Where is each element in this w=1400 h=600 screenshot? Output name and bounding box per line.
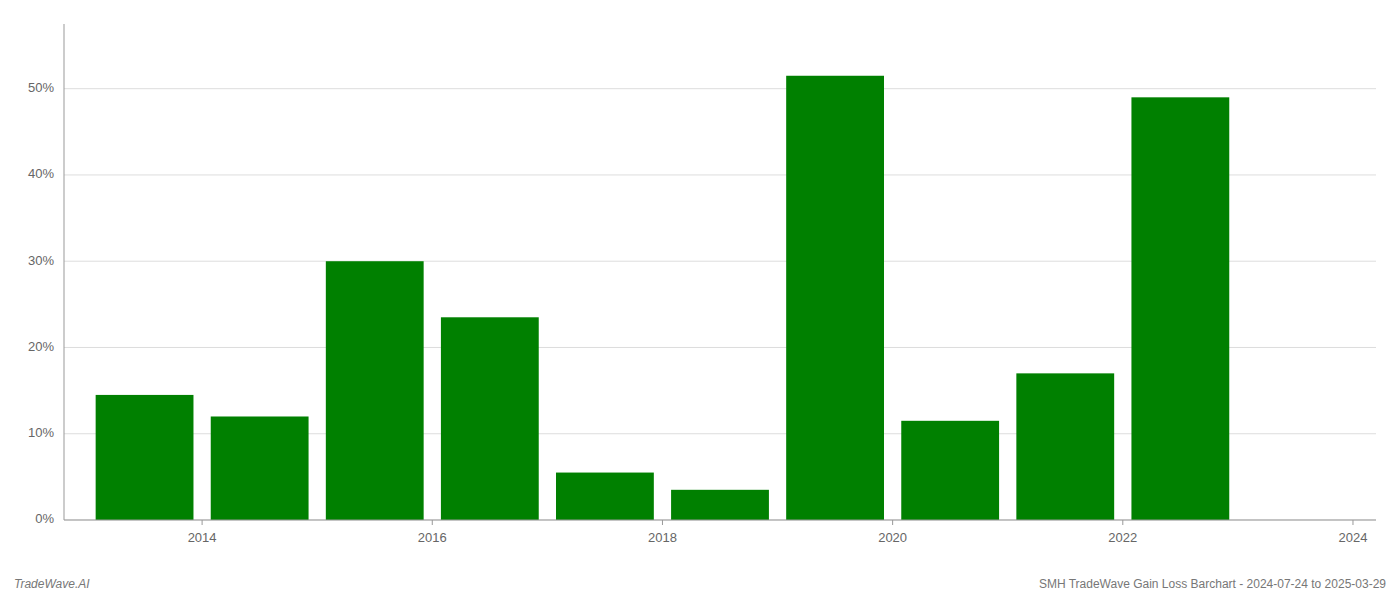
y-tick-label: 30%: [28, 253, 54, 268]
chart-svg: 0% 10% 20% 30% 40% 50% 2014 2016 2018 2020 2022 202…: [0, 0, 1400, 600]
bar: [96, 395, 194, 520]
y-tick-label: 10%: [28, 425, 54, 440]
grid-line: [64, 88, 1376, 89]
x-tick: [892, 520, 893, 525]
x-tick: [432, 520, 433, 525]
footer-right: SMH TradeWave Gain Loss Barchart - 2024-…: [1039, 577, 1386, 591]
chart-container: 0% 10% 20% 30% 40% 50% 2014 2016 2018 2020 2022 202…: [0, 0, 1400, 600]
x-axis-line: [64, 520, 1376, 521]
x-tick: [202, 520, 203, 525]
bar: [326, 261, 424, 520]
bar: [786, 76, 884, 520]
x-tick-label: 2020: [878, 530, 907, 545]
grid-line: [64, 520, 1376, 521]
bar: [211, 416, 309, 520]
bar: [556, 473, 654, 520]
bar: [441, 317, 539, 520]
y-tick-label: 20%: [28, 339, 54, 354]
y-axis-line: [64, 24, 65, 520]
y-grid: [64, 89, 1376, 520]
bar: [1131, 97, 1229, 520]
y-tick-label: 50%: [28, 80, 54, 95]
x-tick-label: 2022: [1108, 530, 1137, 545]
y-tick-label: 0%: [35, 511, 54, 526]
x-tick: [662, 520, 663, 525]
x-ticks: 2014 2016 2018 2020 2022 2024: [188, 520, 1368, 545]
bar: [1016, 373, 1114, 520]
bar: [901, 421, 999, 520]
footer-left: TradeWave.AI: [14, 577, 90, 591]
x-tick: [1352, 520, 1353, 525]
bar: [671, 490, 769, 520]
x-tick: [1122, 520, 1123, 525]
x-tick-label: 2024: [1339, 530, 1368, 545]
bars: [96, 76, 1230, 520]
x-tick-label: 2014: [188, 530, 217, 545]
x-tick-label: 2016: [418, 530, 447, 545]
y-tick-labels: 0% 10% 20% 30% 40% 50%: [28, 80, 54, 526]
y-tick-label: 40%: [28, 166, 54, 181]
x-tick-label: 2018: [648, 530, 677, 545]
